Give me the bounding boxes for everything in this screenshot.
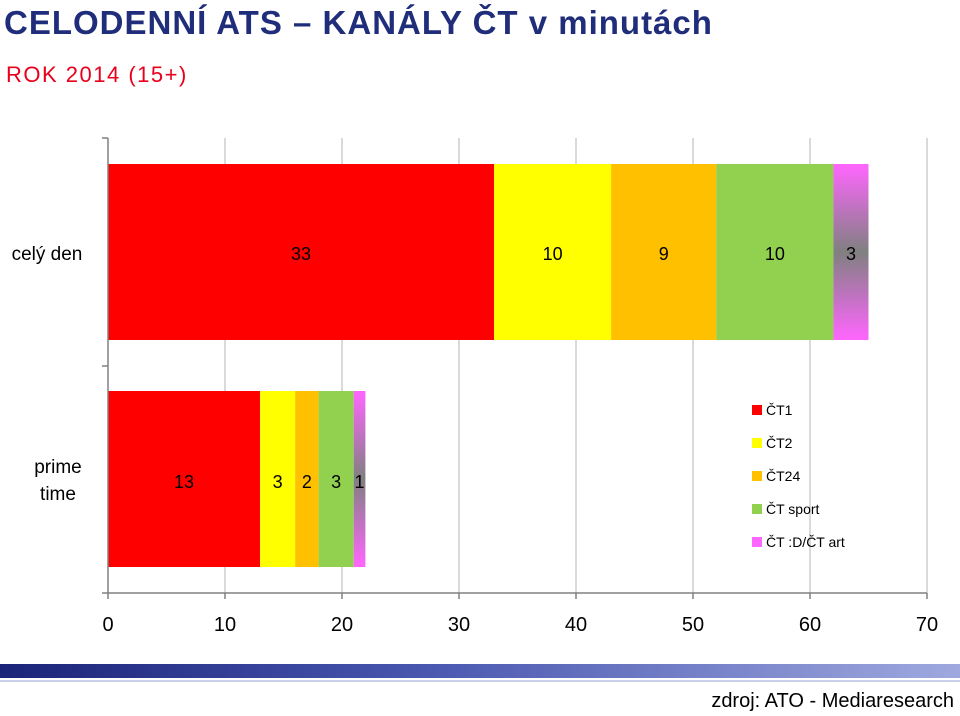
- legend-label: ČT2: [766, 435, 793, 451]
- page-title: CELODENNÍ ATS – KANÁLY ČT v minutách: [4, 4, 713, 41]
- category-label: prime time: [34, 457, 82, 505]
- data-label: 10: [765, 244, 785, 264]
- footer-band: [0, 664, 960, 678]
- x-tick-label: 30: [448, 614, 470, 636]
- bar-segment: [295, 391, 319, 567]
- bar-segment: [318, 391, 354, 567]
- bar-segment: [108, 164, 495, 340]
- chart-legend: ČT1 ČT2 ČT24 ČT sport ČT :D/ČT art: [752, 402, 845, 550]
- data-label: 9: [659, 244, 669, 264]
- legend-swatch: [752, 504, 762, 514]
- legend-swatch: [752, 537, 762, 547]
- x-tick-label: 20: [331, 614, 353, 636]
- x-tick-label: 10: [214, 614, 236, 636]
- data-label: 10: [543, 244, 563, 264]
- data-label: 3: [273, 472, 283, 492]
- chart-bars: 33 10 9 10 313 3 2 3 1: [108, 164, 869, 567]
- bar-segment: [108, 391, 261, 567]
- data-label: 3: [331, 472, 341, 492]
- legend-label: ČT1: [766, 402, 793, 418]
- chart-axes: 0 10 20 30 40 50 60 70 celý den prime time: [12, 137, 938, 636]
- bar-segment: [611, 164, 717, 340]
- legend-label: ČT sport: [766, 501, 820, 517]
- x-tick-label: 40: [565, 614, 587, 636]
- legend-label: ČT24: [766, 468, 800, 484]
- legend-label: ČT :D/ČT art: [766, 534, 845, 550]
- data-label: 3: [846, 244, 856, 264]
- page-subtitle: ROK 2014 (15+): [6, 62, 188, 87]
- source-note: zdroj: ATO - Mediaresearch: [711, 690, 954, 712]
- bar-segment: [260, 391, 296, 567]
- bar-segment: [833, 164, 869, 340]
- category-label-line: prime: [34, 457, 82, 478]
- category-label-line: time: [40, 484, 76, 505]
- x-tick-label: 60: [799, 614, 821, 636]
- data-label: 2: [302, 472, 312, 492]
- legend-swatch: [752, 438, 762, 448]
- legend-swatch: [752, 405, 762, 415]
- legend-swatch: [752, 471, 762, 481]
- x-tick-label: 0: [102, 614, 113, 636]
- category-label: celý den: [12, 244, 83, 265]
- data-label: 1: [355, 472, 365, 492]
- bar-segment: [716, 164, 834, 340]
- data-label: 13: [174, 472, 194, 492]
- bar-segment: [494, 164, 612, 340]
- x-tick-label: 50: [682, 614, 704, 636]
- data-label: 33: [291, 244, 311, 264]
- bar-segment: [353, 391, 366, 567]
- footer-divider: [0, 680, 960, 682]
- x-tick-label: 70: [916, 614, 938, 636]
